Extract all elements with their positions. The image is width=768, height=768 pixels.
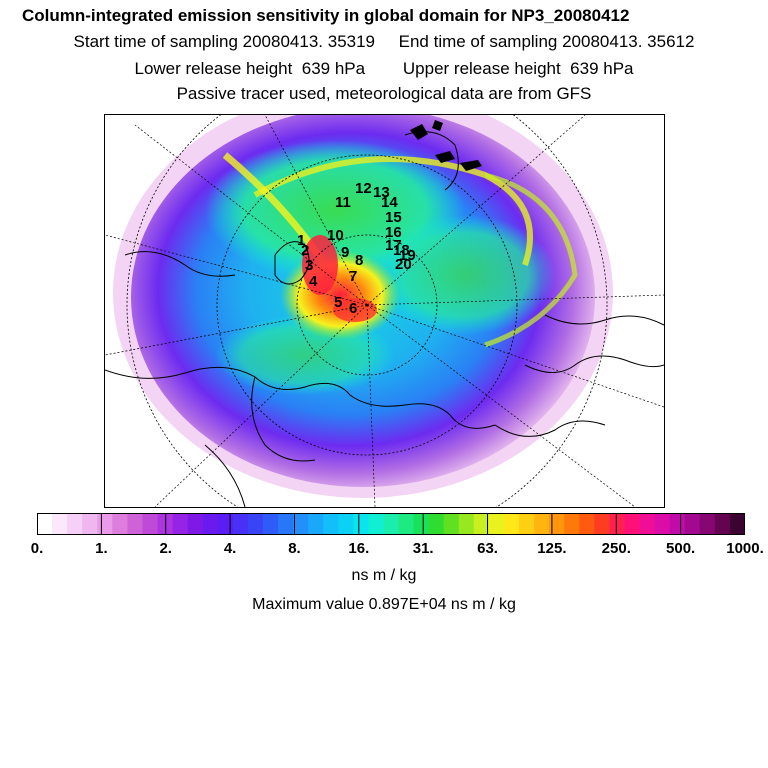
colorbar-cell	[488, 513, 505, 535]
colorbar-cell	[127, 513, 144, 535]
colorbar-tick-label: 8.	[288, 540, 301, 557]
colorbar-cell	[428, 513, 445, 535]
colorbar-cell	[473, 513, 490, 535]
colorbar-cell	[654, 513, 671, 535]
colorbar-cell	[398, 513, 415, 535]
colorbar-cell	[308, 513, 324, 535]
colorbar-cell	[383, 513, 400, 535]
colorbar-cell	[714, 513, 731, 535]
colorbar-cell	[202, 513, 219, 535]
trajectory-marker-2: 2	[301, 242, 309, 259]
trajectory-marker-4: 4	[309, 273, 318, 290]
colorbar-cell	[624, 513, 641, 535]
trajectory-marker-3: 3	[305, 257, 313, 274]
trajectory-marker-1: 1	[297, 232, 305, 249]
colorbar-cell	[82, 513, 98, 535]
emission-sensitivity-map: 11 12 13 14 15 16 17 18 19 20 10 9 8 7 6…	[104, 114, 665, 508]
colorbar-cell	[142, 513, 159, 535]
colorbar-cell	[187, 513, 204, 535]
colorbar-cell	[729, 513, 745, 535]
trajectory-marker-8: 8	[355, 252, 363, 269]
colorbar-cell	[503, 513, 520, 535]
trajectory-marker-19: 19	[399, 247, 416, 264]
colorbar-tick-label: 31.	[412, 540, 434, 557]
colorbar-cell	[67, 513, 83, 535]
maximum-value-text: Maximum value 0.897E+04 ns m / kg	[252, 596, 516, 613]
colorbar-cell	[52, 513, 68, 535]
colorbar-cell	[217, 513, 234, 535]
colorbar-cell	[669, 513, 686, 535]
colorbar-tick-label: 250.	[601, 540, 631, 557]
release-height-line: Lower release height 639 hPa Upper relea…	[134, 59, 634, 78]
colorbar-tick-label: 1.	[95, 540, 108, 557]
trajectory-marker-12: 12	[355, 180, 372, 197]
colorbar-cell	[609, 513, 626, 535]
colorbar	[37, 513, 745, 535]
trajectory-marker-15: 15	[385, 209, 402, 226]
trajectory-marker-20: 20	[395, 256, 412, 273]
trajectory-marker-10: 10	[327, 227, 344, 244]
colorbar-tick-label: 2.	[159, 540, 172, 557]
colorbar-cell	[338, 513, 354, 535]
colorbar-tick-label: 63.	[477, 540, 498, 557]
colorbar-tick-label: 16.	[348, 540, 370, 557]
colorbar-cell	[594, 513, 611, 535]
colorbar-cell	[443, 513, 460, 535]
colorbar-cell	[684, 513, 701, 535]
colorbar-cell	[458, 513, 475, 535]
colorbar-cell	[323, 513, 339, 535]
colorbar-units: ns m / kg	[351, 567, 417, 584]
colorbar-cell	[639, 513, 656, 535]
colorbar-cell	[37, 513, 53, 535]
colorbar-cell	[353, 513, 369, 535]
trajectory-marker-18: 18	[393, 242, 410, 259]
colorbar-tick-label: 500.	[666, 540, 696, 557]
trajectory-marker-14: 14	[381, 194, 398, 211]
colorbar-cell	[519, 513, 535, 535]
trajectory-marker-16: 16	[385, 224, 402, 241]
colorbar-cell	[262, 513, 279, 535]
colorbar-tick-label: 1000.	[726, 540, 764, 557]
colorbar-cell	[278, 513, 294, 535]
tracer-info-line: Passive tracer used, meteorological data…	[176, 84, 592, 103]
colorbar-tick-label: 4.	[223, 540, 237, 557]
colorbar-cell	[699, 513, 716, 535]
colorbar-cell	[413, 513, 430, 535]
colorbar-tick-label: 0.	[30, 540, 44, 557]
colorbar-cell	[564, 513, 580, 535]
colorbar-cell	[97, 513, 113, 535]
colorbar-cell	[549, 513, 565, 535]
colorbar-cell	[579, 513, 595, 535]
colorbar-tick-label: 125.	[537, 540, 567, 557]
colorbar-cell	[247, 513, 264, 535]
colorbar-cell	[534, 513, 550, 535]
colorbar-cell	[293, 513, 309, 535]
trajectory-marker-5: 5	[334, 294, 342, 311]
sampling-time-line: Start time of sampling 20080413. 35319 E…	[73, 32, 695, 51]
trajectory-marker-6: 6	[349, 300, 357, 317]
trajectory-marker-17: 17	[385, 237, 402, 254]
colorbar-cell	[368, 513, 385, 535]
trajectory-marker-9: 9	[341, 244, 349, 261]
plot-title: Column-integrated emission sensitivity i…	[22, 6, 630, 25]
colorbar-cell	[172, 513, 189, 535]
trajectory-marker-11: 11	[335, 194, 351, 211]
colorbar-cell	[232, 513, 249, 535]
trajectory-marker-13: 13	[373, 184, 390, 201]
trajectory-marker-7: 7	[349, 268, 357, 285]
colorbar-cell	[112, 513, 128, 535]
